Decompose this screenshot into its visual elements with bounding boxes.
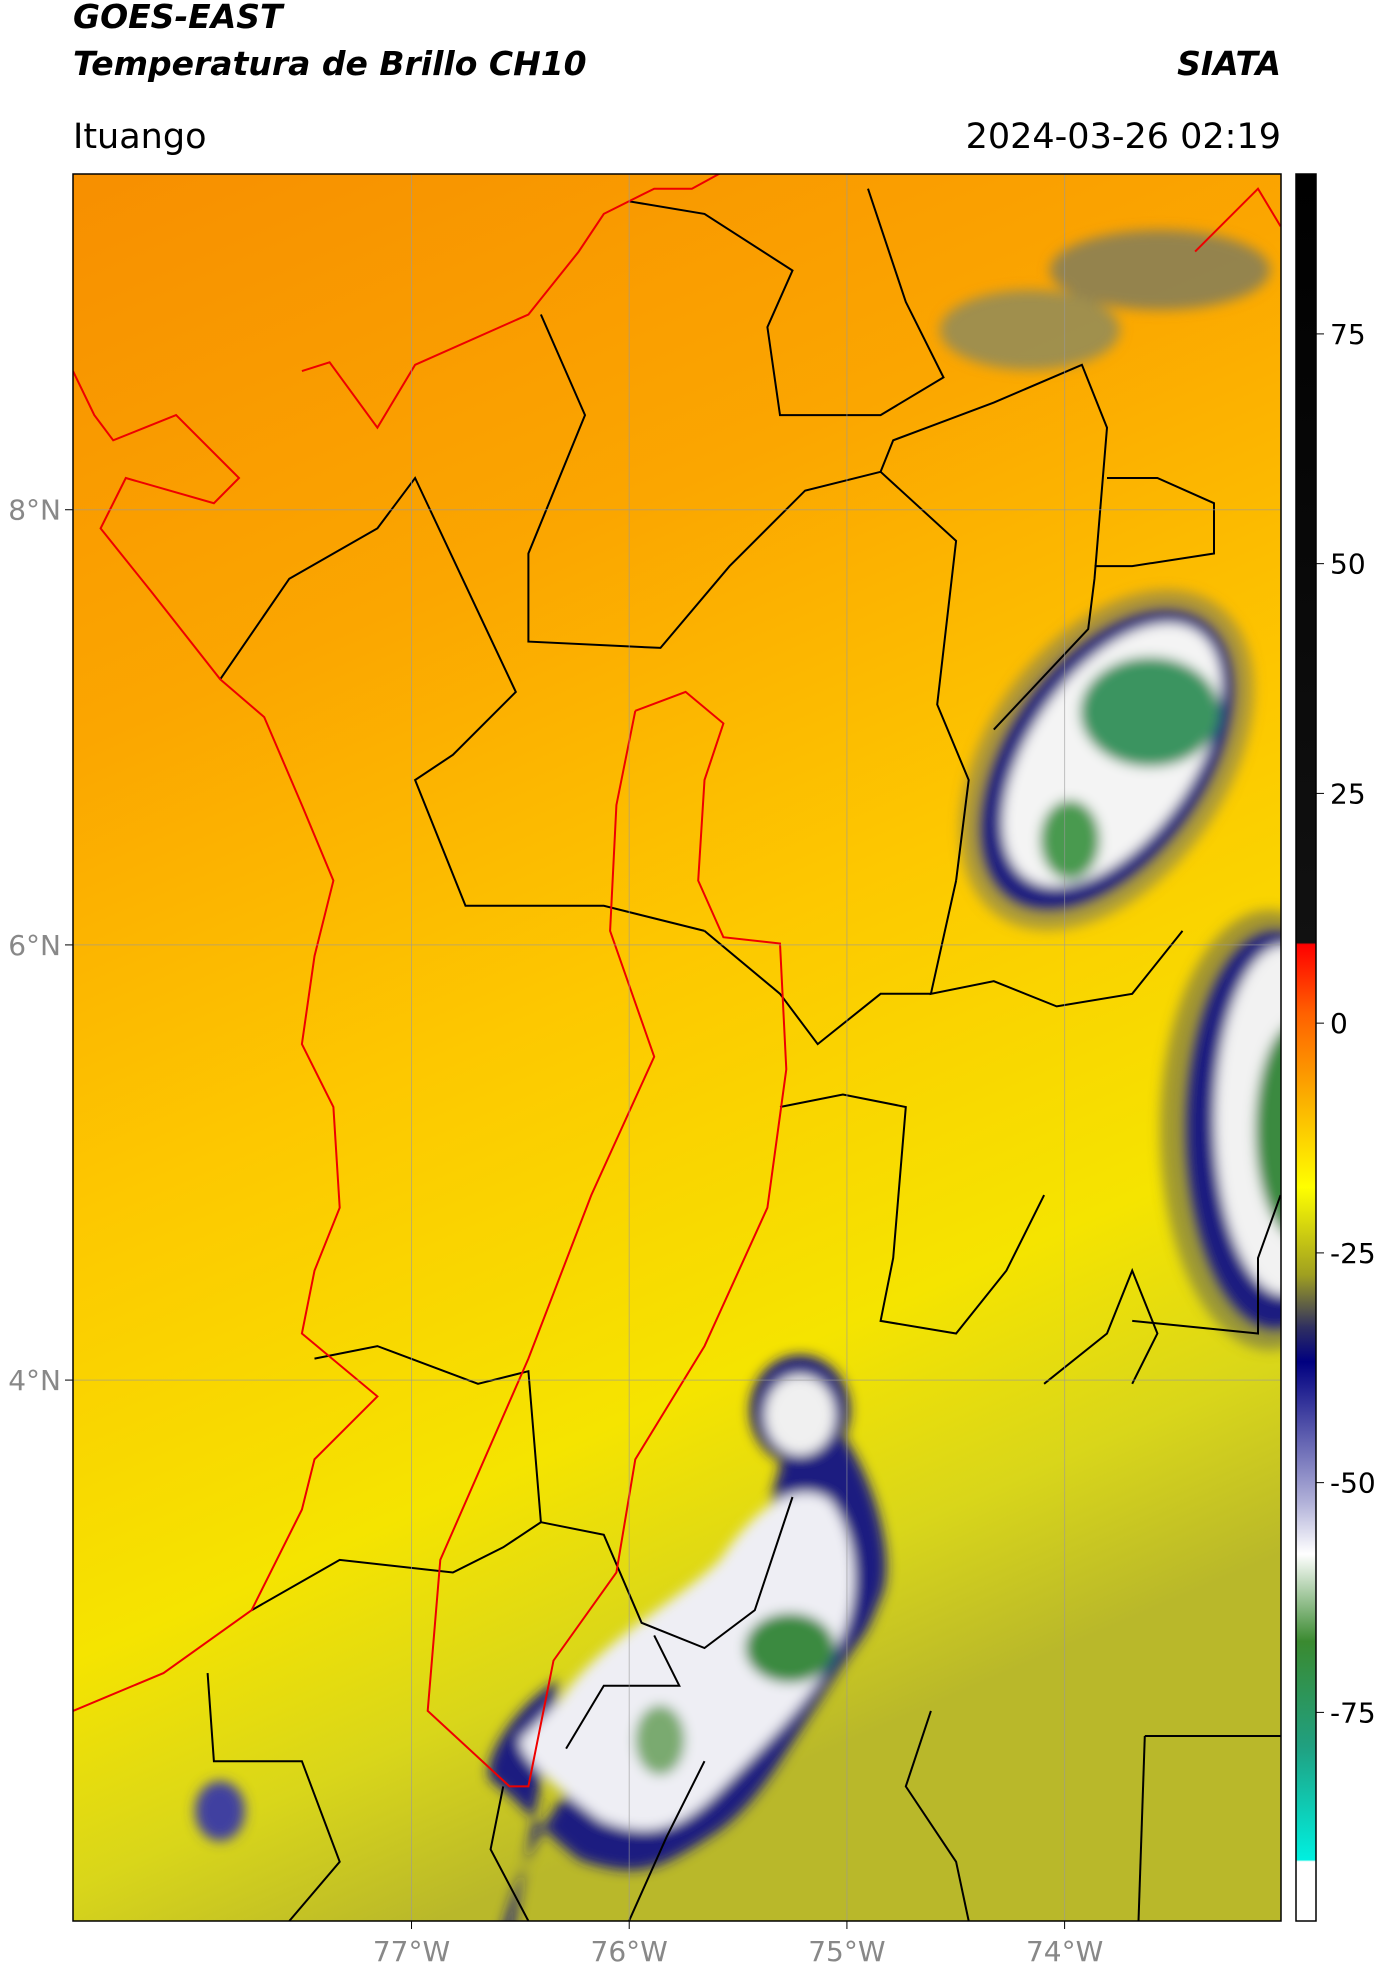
coastline	[1194, 187, 1281, 253]
border	[1137, 1735, 1146, 1921]
lon-tick-label: 74°W	[1026, 1935, 1103, 1968]
coastline	[301, 174, 721, 430]
colorbar-tick-label: 25	[1330, 777, 1366, 810]
lon-tick-label: 75°W	[808, 1935, 885, 1968]
colorbar-tick-label: 0	[1330, 1007, 1348, 1040]
borders	[206, 188, 1281, 1921]
border	[779, 1093, 1045, 1335]
lat-tick-label: 8°N	[8, 494, 61, 527]
colorbar-tick-label: 75	[1330, 318, 1366, 351]
border	[879, 363, 1109, 731]
subtitle: Temperatura de Brillo CH10	[73, 44, 587, 83]
border	[703, 930, 931, 1046]
border	[1132, 1194, 1281, 1335]
lon-tick-label: 76°W	[591, 1935, 668, 1968]
border	[206, 1673, 341, 1921]
border	[565, 1634, 681, 1750]
lon-tick-label: 77°W	[373, 1935, 450, 1968]
border	[489, 1786, 530, 1921]
border	[904, 1710, 970, 1921]
graticule	[73, 174, 1281, 1921]
coastline	[73, 370, 379, 1712]
title: GOES-EAST	[73, 0, 285, 36]
map-frame	[72, 173, 1282, 1922]
border	[628, 1760, 706, 1921]
border	[929, 880, 1184, 1008]
region: Ituango	[73, 117, 207, 157]
border	[1094, 477, 1215, 568]
clouds	[195, 230, 1281, 1921]
colorbar-tick-label: -25	[1330, 1237, 1376, 1270]
datetime: 2024-03-26 02:19	[966, 117, 1281, 157]
border	[540, 1496, 794, 1650]
colorbar-tick-label: -50	[1330, 1467, 1376, 1500]
border	[219, 476, 705, 932]
border	[527, 314, 970, 881]
border	[1043, 1267, 1159, 1385]
colorbar	[1295, 173, 1317, 1922]
coastline	[73, 174, 1281, 1788]
colorbar-tick-label: 50	[1330, 548, 1366, 581]
lat-tick-label: 4°N	[8, 1364, 61, 1397]
colorbar-tick-label: -75	[1330, 1696, 1376, 1729]
agency: SIATA	[1177, 44, 1281, 83]
border	[628, 188, 945, 417]
coastline	[426, 690, 788, 1788]
map-area	[73, 174, 1281, 1921]
lat-tick-label: 6°N	[8, 929, 61, 962]
